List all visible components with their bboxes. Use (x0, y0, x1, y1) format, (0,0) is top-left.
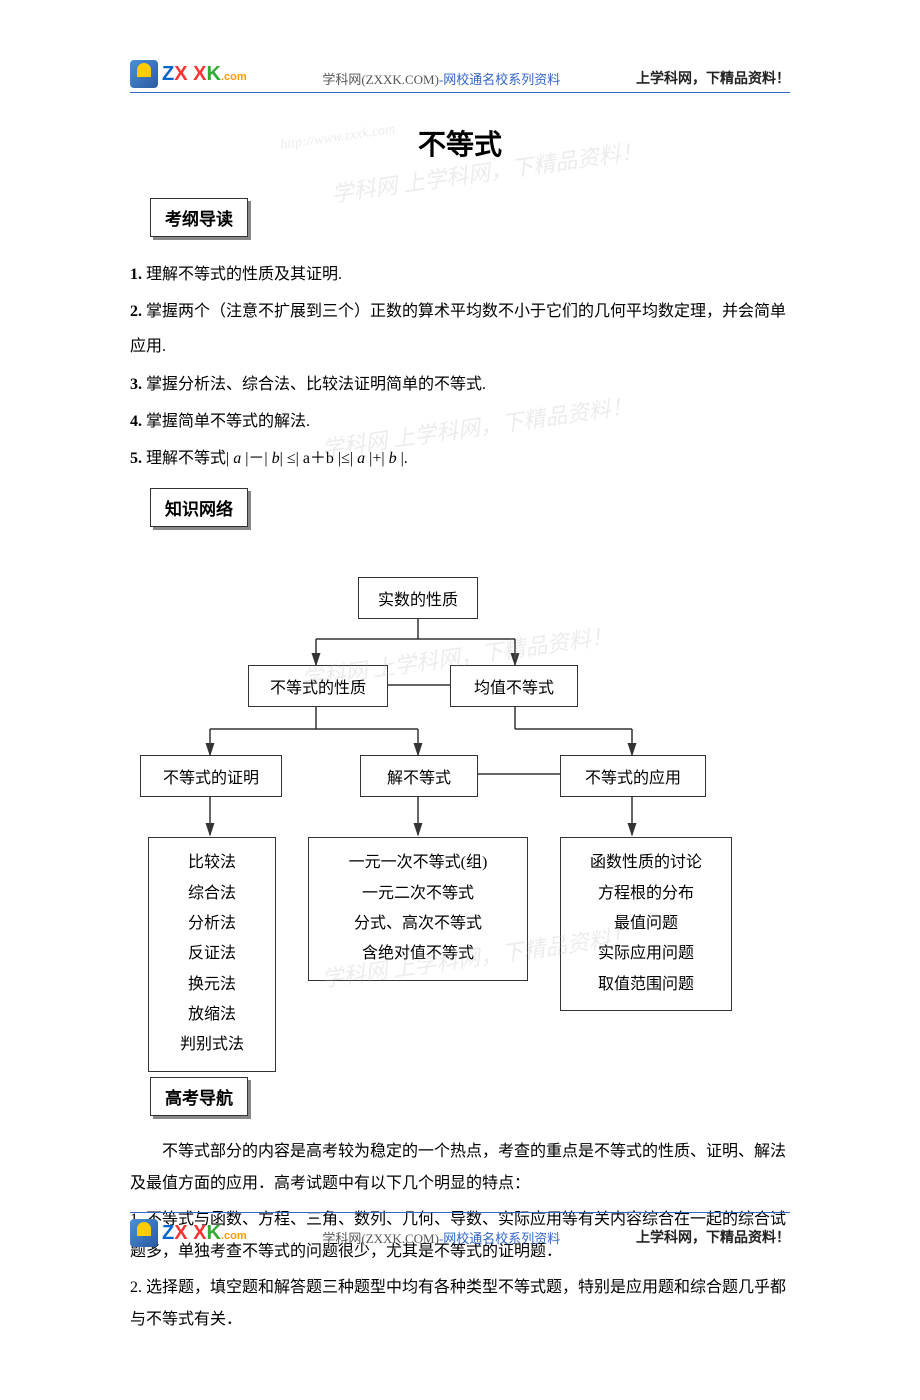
item-text: 理解不等式| a |－| b| ≤| a＋b |≤| a |+| b |. (146, 450, 408, 467)
list-line: 最值问题 (579, 909, 713, 939)
list-item: 3. 掌握分析法、综合法、比较法证明简单的不等式. (130, 367, 790, 402)
section-label-zhishi: 知识网络 (150, 488, 248, 527)
item-num: 4. (130, 413, 142, 430)
list-item: 4. 掌握简单不等式的解法. (130, 404, 790, 439)
flow-node-solve: 解不等式 (360, 755, 478, 797)
logo-com: .com (221, 1230, 247, 1242)
logo-k: K (206, 63, 220, 85)
header-site-name: 学科网(ZXXK.COM) (322, 72, 439, 87)
list-line: 反证法 (167, 939, 257, 969)
flow-node-apply-list: 函数性质的讨论 方程根的分布 最值问题 实际应用问题 取值范围问题 (560, 837, 732, 1011)
para-text: 不等式部分的内容是高考较为稳定的一个热点，考查的重点是不等式的性质、证明、解法及… (130, 1136, 790, 1200)
list-line: 一元一次不等式(组) (327, 848, 509, 878)
flow-node-apply: 不等式的应用 (560, 755, 706, 797)
logo-z: Z (162, 1222, 174, 1244)
flow-node-prop: 不等式的性质 (248, 665, 388, 707)
page-container: ZX XK.com 学科网(ZXXK.COM)-网校通名校系列资料 上学科网，下… (0, 0, 920, 1400)
list-line: 判别式法 (167, 1030, 257, 1060)
para-text: 2. 选择题，填空题和解答题三种题型中均有各种类型不等式题，特别是应用题和综合题… (130, 1272, 790, 1336)
item-text: 掌握分析法、综合法、比较法证明简单的不等式. (146, 376, 486, 393)
list-line: 方程根的分布 (579, 879, 713, 909)
item-num: 5. (130, 450, 142, 467)
item-num: 3. (130, 376, 142, 393)
header-center-text: 学科网(ZXXK.COM)-网校通名校系列资料 (322, 69, 560, 88)
logo-icon (130, 60, 158, 88)
item-num: 2. (130, 303, 142, 320)
list-line: 实际应用问题 (579, 939, 713, 969)
list-line: 含绝对值不等式 (327, 939, 509, 969)
section-label-gaokao: 高考导航 (150, 1077, 248, 1116)
site-logo: ZX XK.com (130, 60, 247, 88)
header-slogan: 上学科网，下精品资料！ (636, 68, 790, 88)
item-text: 理解不等式的性质及其证明. (146, 266, 342, 283)
logo-x: X X (174, 1222, 206, 1244)
list-line: 比较法 (167, 848, 257, 878)
page-title: 不等式 (130, 123, 790, 163)
list-item: 5. 理解不等式| a |－| b| ≤| a＋b |≤| a |+| b |. (130, 441, 790, 476)
list-item: 2. 掌握两个（注意不扩展到三个）正数的算术平均数不小于它们的几何平均数定理，并… (130, 294, 790, 364)
list-line: 换元法 (167, 970, 257, 1000)
flowchart-container: 实数的性质 不等式的性质 均值不等式 不等式的证明 解不等式 不等式的应用 比较… (130, 577, 790, 1037)
list-line: 函数性质的讨论 (579, 848, 713, 878)
header-series: -网校通名校系列资料 (439, 72, 560, 87)
flow-node-root: 实数的性质 (358, 577, 478, 619)
logo-z: Z (162, 63, 174, 85)
list-line: 综合法 (167, 879, 257, 909)
footer-logo: ZX XK.com (130, 1219, 247, 1247)
list-line: 一元二次不等式 (327, 879, 509, 909)
header-bar: ZX XK.com 学科网(ZXXK.COM)-网校通名校系列资料 上学科网，下… (130, 60, 790, 93)
logo-text: ZX XK.com (162, 1222, 247, 1245)
list-item: 1. 理解不等式的性质及其证明. (130, 257, 790, 292)
list-line: 分析法 (167, 909, 257, 939)
section-label-kaogang: 考纲导读 (150, 198, 248, 237)
item-text: 掌握简单不等式的解法. (146, 413, 310, 430)
flow-node-solve-list: 一元一次不等式(组) 一元二次不等式 分式、高次不等式 含绝对值不等式 (308, 837, 528, 981)
logo-icon (130, 1219, 158, 1247)
logo-k: K (206, 1222, 220, 1244)
flow-node-mean: 均值不等式 (450, 665, 578, 707)
list-line: 放缩法 (167, 1000, 257, 1030)
logo-x: X X (174, 63, 206, 85)
list-line: 取值范围问题 (579, 970, 713, 1000)
kaogang-list: 1. 理解不等式的性质及其证明. 2. 掌握两个（注意不扩展到三个）正数的算术平… (130, 257, 790, 476)
item-text: 掌握两个（注意不扩展到三个）正数的算术平均数不小于它们的几何平均数定理，并会简单… (130, 303, 786, 355)
item-num: 1. (130, 266, 142, 283)
footer-bar: ZX XK.com 学科网(ZXXK.COM)-网校通名校系列资料 上学科网，下… (130, 1212, 790, 1247)
logo-text: ZX XK.com (162, 63, 247, 86)
logo-com: .com (221, 71, 247, 83)
list-line: 分式、高次不等式 (327, 909, 509, 939)
flow-node-proof: 不等式的证明 (140, 755, 282, 797)
footer-center-text: 学科网(ZXXK.COM)-网校通名校系列资料 (322, 1228, 560, 1247)
flow-node-proof-list: 比较法 综合法 分析法 反证法 换元法 放缩法 判别式法 (148, 837, 276, 1072)
footer-series: -网校通名校系列资料 (439, 1231, 560, 1246)
footer-slogan: 上学科网，下精品资料！ (636, 1227, 790, 1247)
footer-site-name: 学科网(ZXXK.COM) (322, 1231, 439, 1246)
